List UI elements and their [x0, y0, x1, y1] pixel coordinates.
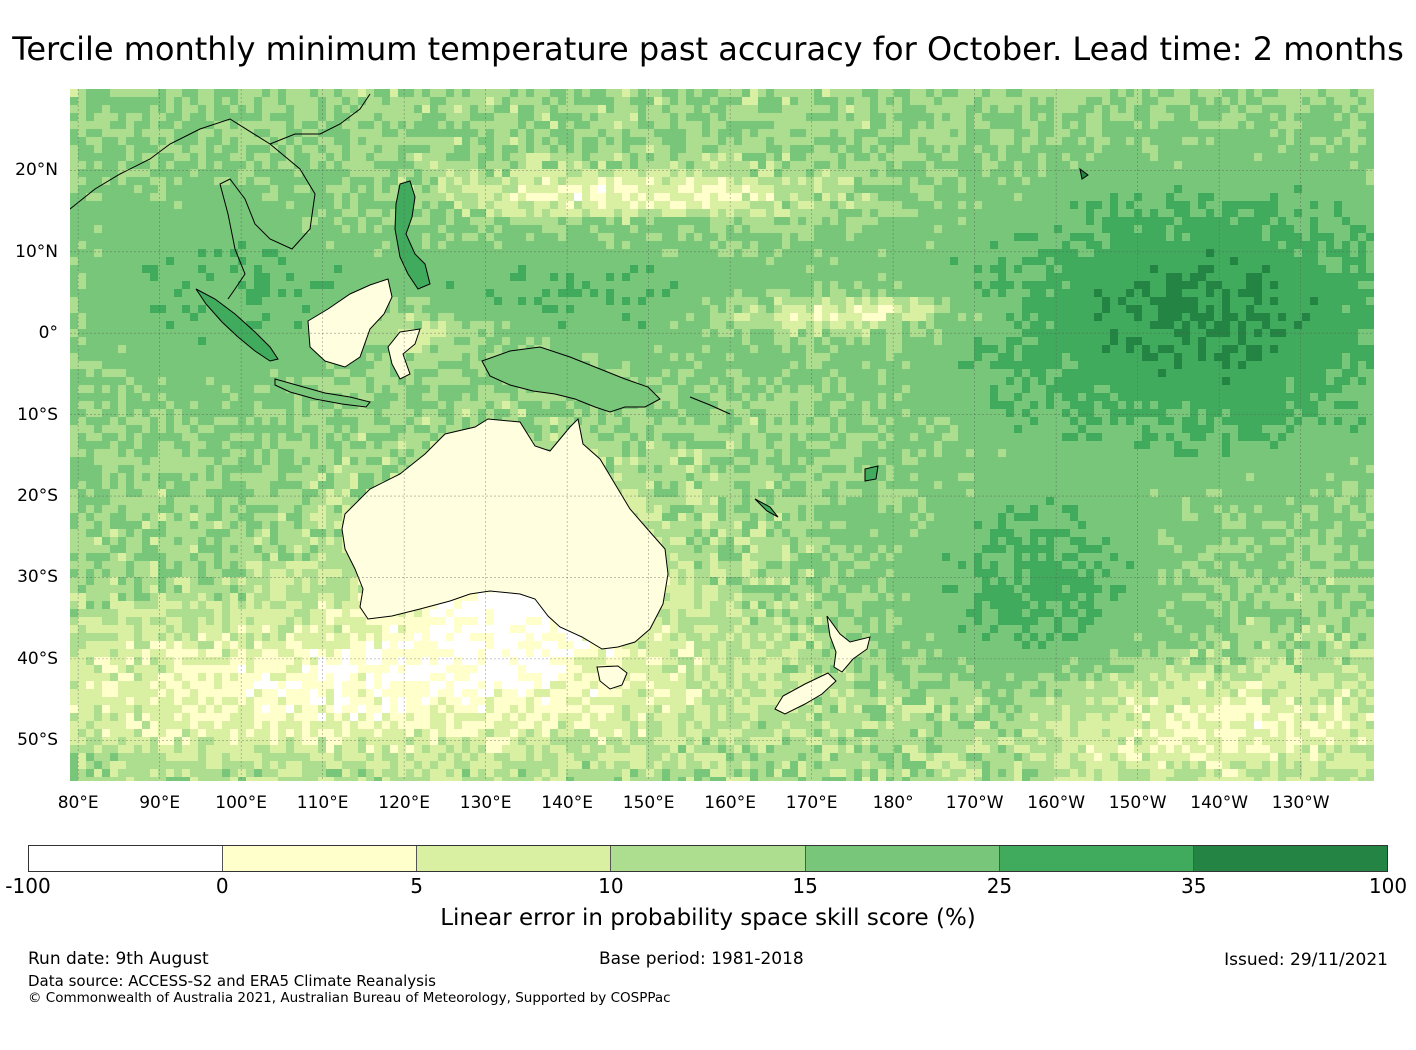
coastline-mainland-se-asia — [70, 118, 316, 300]
coastline-solomon-islands — [689, 396, 731, 415]
lon-label: 170°E — [785, 793, 838, 813]
map-canvas — [70, 89, 1374, 781]
coastline-sumatra — [195, 288, 279, 362]
lon-label: 130°E — [459, 793, 512, 813]
gridlines — [70, 89, 1374, 781]
lat-label: 20°N — [15, 160, 58, 181]
colorbar-tick-label: 15 — [792, 874, 818, 898]
run-date: Run date: 9th August — [28, 949, 209, 969]
colorbar-segment — [1193, 846, 1387, 871]
lat-label: 20°S — [17, 486, 58, 507]
lat-label: 40°S — [17, 648, 58, 669]
map-title: Tercile monthly minimum temperature past… — [12, 30, 1404, 68]
lon-label: 120°E — [378, 793, 430, 813]
lat-label: 0° — [38, 323, 58, 344]
colorbar-tick-label: 10 — [598, 874, 624, 898]
colorbar-tick-label: 5 — [410, 874, 423, 898]
lon-label: 160°W — [1027, 793, 1086, 813]
colorbar-tick-label: -100 — [5, 874, 51, 898]
coastline-tasmania — [596, 665, 628, 690]
colorbar-tick-label: 25 — [986, 874, 1013, 898]
coastline-fiji — [864, 465, 879, 482]
lon-label: 170°W — [945, 793, 1004, 813]
colorbar-segment — [29, 846, 224, 871]
lon-label: 160°E — [704, 793, 756, 813]
coastline-new-zealand-south — [774, 672, 837, 715]
skill-score-map — [70, 89, 1374, 781]
lon-label: 180° — [872, 793, 914, 813]
lon-label: 80°E — [57, 793, 99, 813]
colorbar — [28, 845, 1388, 872]
lon-label: 150°W — [1108, 793, 1167, 813]
lat-label: 50°S — [17, 730, 58, 751]
coastline-china — [269, 93, 371, 145]
coastline-hawaii — [1079, 167, 1089, 180]
colorbar-segment — [417, 846, 612, 871]
coastline-borneo — [307, 278, 393, 368]
issued-date: Issued: 29/11/2021 — [1224, 950, 1388, 970]
colorbar-tick-label: 100 — [1368, 874, 1408, 898]
lon-label: 130°W — [1271, 793, 1330, 813]
lon-label: 150°E — [622, 793, 675, 813]
skill-cells — [70, 89, 1374, 781]
copyright: © Commonwealth of Australia 2021, Austra… — [28, 990, 671, 1006]
lon-label: 100°E — [215, 793, 267, 813]
coastline-new-zealand-north — [826, 615, 871, 673]
coastline-philippines — [394, 180, 431, 290]
colorbar-segment — [611, 846, 806, 871]
data-source: Data source: ACCESS-S2 and ERA5 Climate … — [28, 972, 436, 990]
lon-label: 140°E — [541, 793, 593, 813]
colorbar-label: Linear error in probability space skill … — [440, 905, 976, 931]
lon-label: 140°W — [1190, 793, 1249, 813]
colorbar-tick-label: 35 — [1180, 874, 1207, 898]
lat-label: 10°S — [17, 404, 58, 425]
lat-label: 30°S — [17, 567, 58, 588]
colorbar-segment — [999, 846, 1194, 871]
coastline-australia — [341, 417, 669, 650]
colorbar-segment — [223, 846, 418, 871]
lon-label: 110°E — [296, 793, 349, 813]
coastline-new-caledonia — [754, 498, 779, 518]
coastline-sulawesi — [387, 328, 421, 380]
lat-label: 10°N — [15, 241, 58, 262]
base-period: Base period: 1981-2018 — [599, 949, 804, 969]
colorbar-segment — [805, 846, 1000, 871]
colorbar-tick-label: 0 — [215, 874, 229, 898]
coastline-new-guinea — [481, 346, 661, 413]
lon-label: 90°E — [139, 793, 181, 813]
